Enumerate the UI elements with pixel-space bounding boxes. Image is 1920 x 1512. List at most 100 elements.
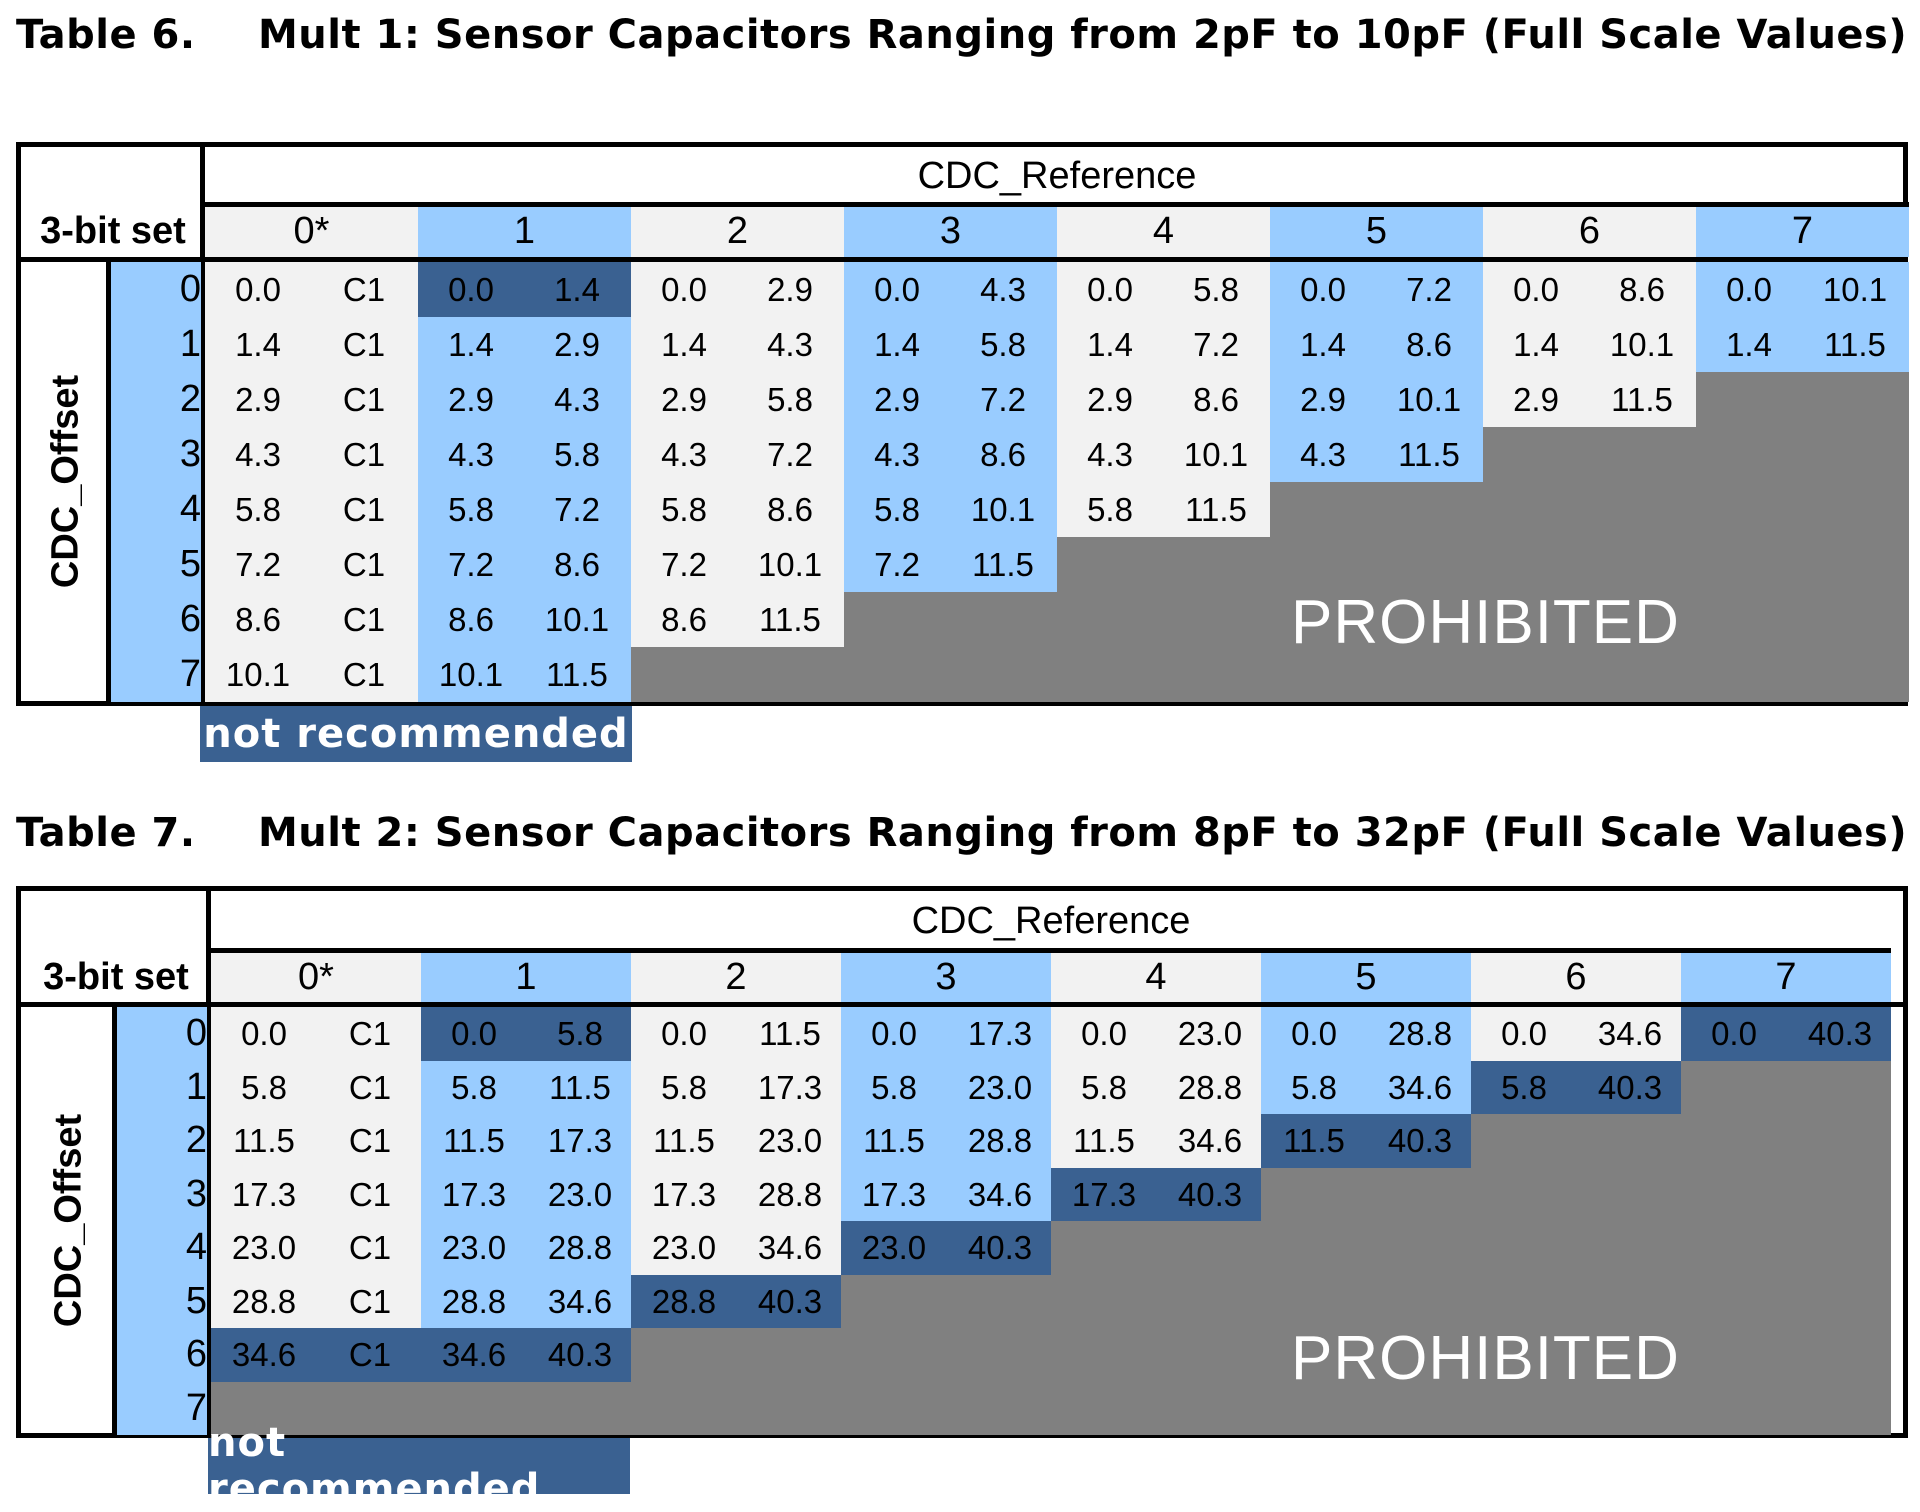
cell-full-scale-value: 4.3	[554, 381, 600, 418]
cell-full-scale-value: 11.5	[1824, 326, 1886, 363]
table-cell: 10.1 C1	[205, 647, 418, 702]
column-header: 7	[1696, 205, 1909, 257]
cell-full-scale-value: 11.5	[1611, 381, 1673, 418]
cell-offset-value: 5.8	[235, 491, 281, 528]
row-header: 4	[185, 1226, 207, 1269]
table-cell: 2.9 C1	[205, 372, 418, 427]
row-header: 3	[179, 433, 201, 475]
table-cell: 2.9 7.2	[844, 372, 1057, 427]
table-cell: 0.0 5.8	[1057, 262, 1270, 317]
cell-full-scale-value: C1	[348, 1015, 392, 1053]
cell-offset-value: 1.4	[661, 326, 707, 363]
cell-offset-value: 28.8	[441, 1282, 507, 1320]
table-cell: 28.8 40.3	[631, 1274, 841, 1328]
table-6-number: Table 6.	[16, 12, 196, 58]
cell-offset-value: 5.8	[1291, 1068, 1337, 1106]
cell-full-scale-value: 34.6	[757, 1229, 823, 1267]
table-cell: 0.0 10.1	[1696, 262, 1909, 317]
table-cell: 2.9 8.6	[1057, 372, 1270, 427]
cell-offset-value: 10.1	[225, 656, 291, 693]
cell-offset-value: 7.2	[661, 546, 707, 583]
table-cell: 1.4 4.3	[631, 317, 844, 372]
cell-full-scale-value: 11.5	[546, 656, 608, 693]
column-header: 4	[1051, 951, 1261, 1003]
column-header: 0*	[205, 205, 418, 257]
cell-offset-value: 5.8	[1087, 491, 1133, 528]
cell-full-scale-value: 2.9	[767, 271, 813, 308]
cell-offset-value: 34.6	[231, 1336, 297, 1374]
cell-offset-value: 0.0	[1081, 1015, 1127, 1053]
table-cell: 17.3 23.0	[421, 1167, 631, 1221]
cell-full-scale-value: 10.1	[1183, 436, 1249, 473]
cell-offset-value: 4.3	[235, 436, 281, 473]
table-cell: 2.9 4.3	[418, 372, 631, 427]
row-header-right-line	[201, 262, 205, 702]
row-header: 3	[185, 1172, 207, 1215]
column-header: 0*	[211, 951, 421, 1003]
table-7-caption: Table 7. Mult 2: Sensor Capacitors Rangin…	[16, 810, 1907, 856]
cell-full-scale-value: C1	[342, 381, 386, 418]
cell-full-scale-value: 10.1	[757, 546, 823, 583]
cell-full-scale-value: 11.5	[759, 1015, 821, 1053]
table-cell: 4.3 10.1	[1057, 427, 1270, 482]
cdc-reference-header: CDC_Reference	[917, 154, 1197, 197]
cell-offset-value: 2.9	[448, 381, 494, 418]
column-header: 1	[421, 951, 631, 1003]
cell-offset-value: 1.4	[1087, 326, 1133, 363]
table-cell: 1.4 5.8	[844, 317, 1057, 372]
cell-full-scale-value: 11.5	[1398, 436, 1460, 473]
cell-full-scale-value: 40.3	[967, 1229, 1033, 1267]
cell-offset-value: 5.8	[241, 1068, 287, 1106]
cell-full-scale-value: 23.0	[967, 1068, 1033, 1106]
table-cell: 5.8 34.6	[1261, 1060, 1471, 1114]
table-6-title: Mult 1: Sensor Capacitors Ranging from 2…	[258, 12, 1908, 58]
row-header: 1	[185, 1065, 207, 1108]
table-6-caption: Table 6. Mult 1: Sensor Capacitors Rangin…	[16, 12, 1907, 58]
reference-bottom-line	[206, 948, 1891, 953]
cell-full-scale-value: 8.6	[1406, 326, 1452, 363]
cell-full-scale-value: 8.6	[767, 491, 813, 528]
cdc-reference-header: CDC_Reference	[911, 899, 1191, 942]
cell-offset-value: 17.3	[861, 1175, 927, 1213]
cell-offset-value: 28.8	[231, 1282, 297, 1320]
cell-full-scale-value: 5.8	[557, 1015, 603, 1053]
table-cell: 34.6 C1	[211, 1328, 421, 1382]
table-cell: 0.0 7.2	[1270, 262, 1483, 317]
cell-offset-value: 1.4	[235, 326, 281, 363]
table-cell: 4.3 8.6	[844, 427, 1057, 482]
table-cell: 4.3 7.2	[631, 427, 844, 482]
cell-full-scale-value: 10.1	[1396, 381, 1462, 418]
table-cell: 34.6 40.3	[421, 1328, 631, 1382]
set-bottom-line	[21, 257, 1903, 262]
cell-full-scale-value: 28.8	[1177, 1068, 1243, 1106]
cell-offset-value: 23.0	[861, 1229, 927, 1267]
table-cell: 17.3 C1	[211, 1167, 421, 1221]
cell-full-scale-value: C1	[348, 1229, 392, 1267]
cell-offset-value: 2.9	[235, 381, 281, 418]
table-7: CDC_Reference 3-bit set 0* 1 2 3 4 5 6 7 0 1 2 3 4 5 6 7 C…	[16, 886, 1908, 1438]
cell-full-scale-value: 4.3	[980, 271, 1026, 308]
table-cell: 5.8 11.5	[1057, 482, 1270, 537]
cell-offset-value: 0.0	[1087, 271, 1133, 308]
row-header-right-line	[207, 1007, 211, 1435]
cell-full-scale-value: 8.6	[1619, 271, 1665, 308]
column-header: 4	[1057, 205, 1270, 257]
column-header: 5	[1270, 205, 1483, 257]
table-cell: 7.2 C1	[205, 537, 418, 592]
table-cell: 0.0 11.5	[631, 1007, 841, 1061]
cell-offset-value: 17.3	[1071, 1175, 1137, 1213]
table-7-number: Table 7.	[16, 810, 196, 856]
cell-full-scale-value: 11.5	[549, 1068, 611, 1106]
table-cell: 5.8 C1	[205, 482, 418, 537]
cell-full-scale-value: 5.8	[980, 326, 1026, 363]
cell-full-scale-value: 17.3	[757, 1068, 823, 1106]
cell-full-scale-value: 7.2	[554, 491, 600, 528]
table-cell: 5.8 7.2	[418, 482, 631, 537]
cell-offset-value: 2.9	[1513, 381, 1559, 418]
cell-full-scale-value: C1	[342, 656, 386, 693]
table-cell: 0.0 8.6	[1483, 262, 1696, 317]
cell-full-scale-value: 10.1	[544, 601, 610, 638]
cell-full-scale-value: C1	[348, 1282, 392, 1320]
cell-full-scale-value: 28.8	[757, 1175, 823, 1213]
cdc-offset-label: CDC_Offset	[44, 374, 87, 589]
